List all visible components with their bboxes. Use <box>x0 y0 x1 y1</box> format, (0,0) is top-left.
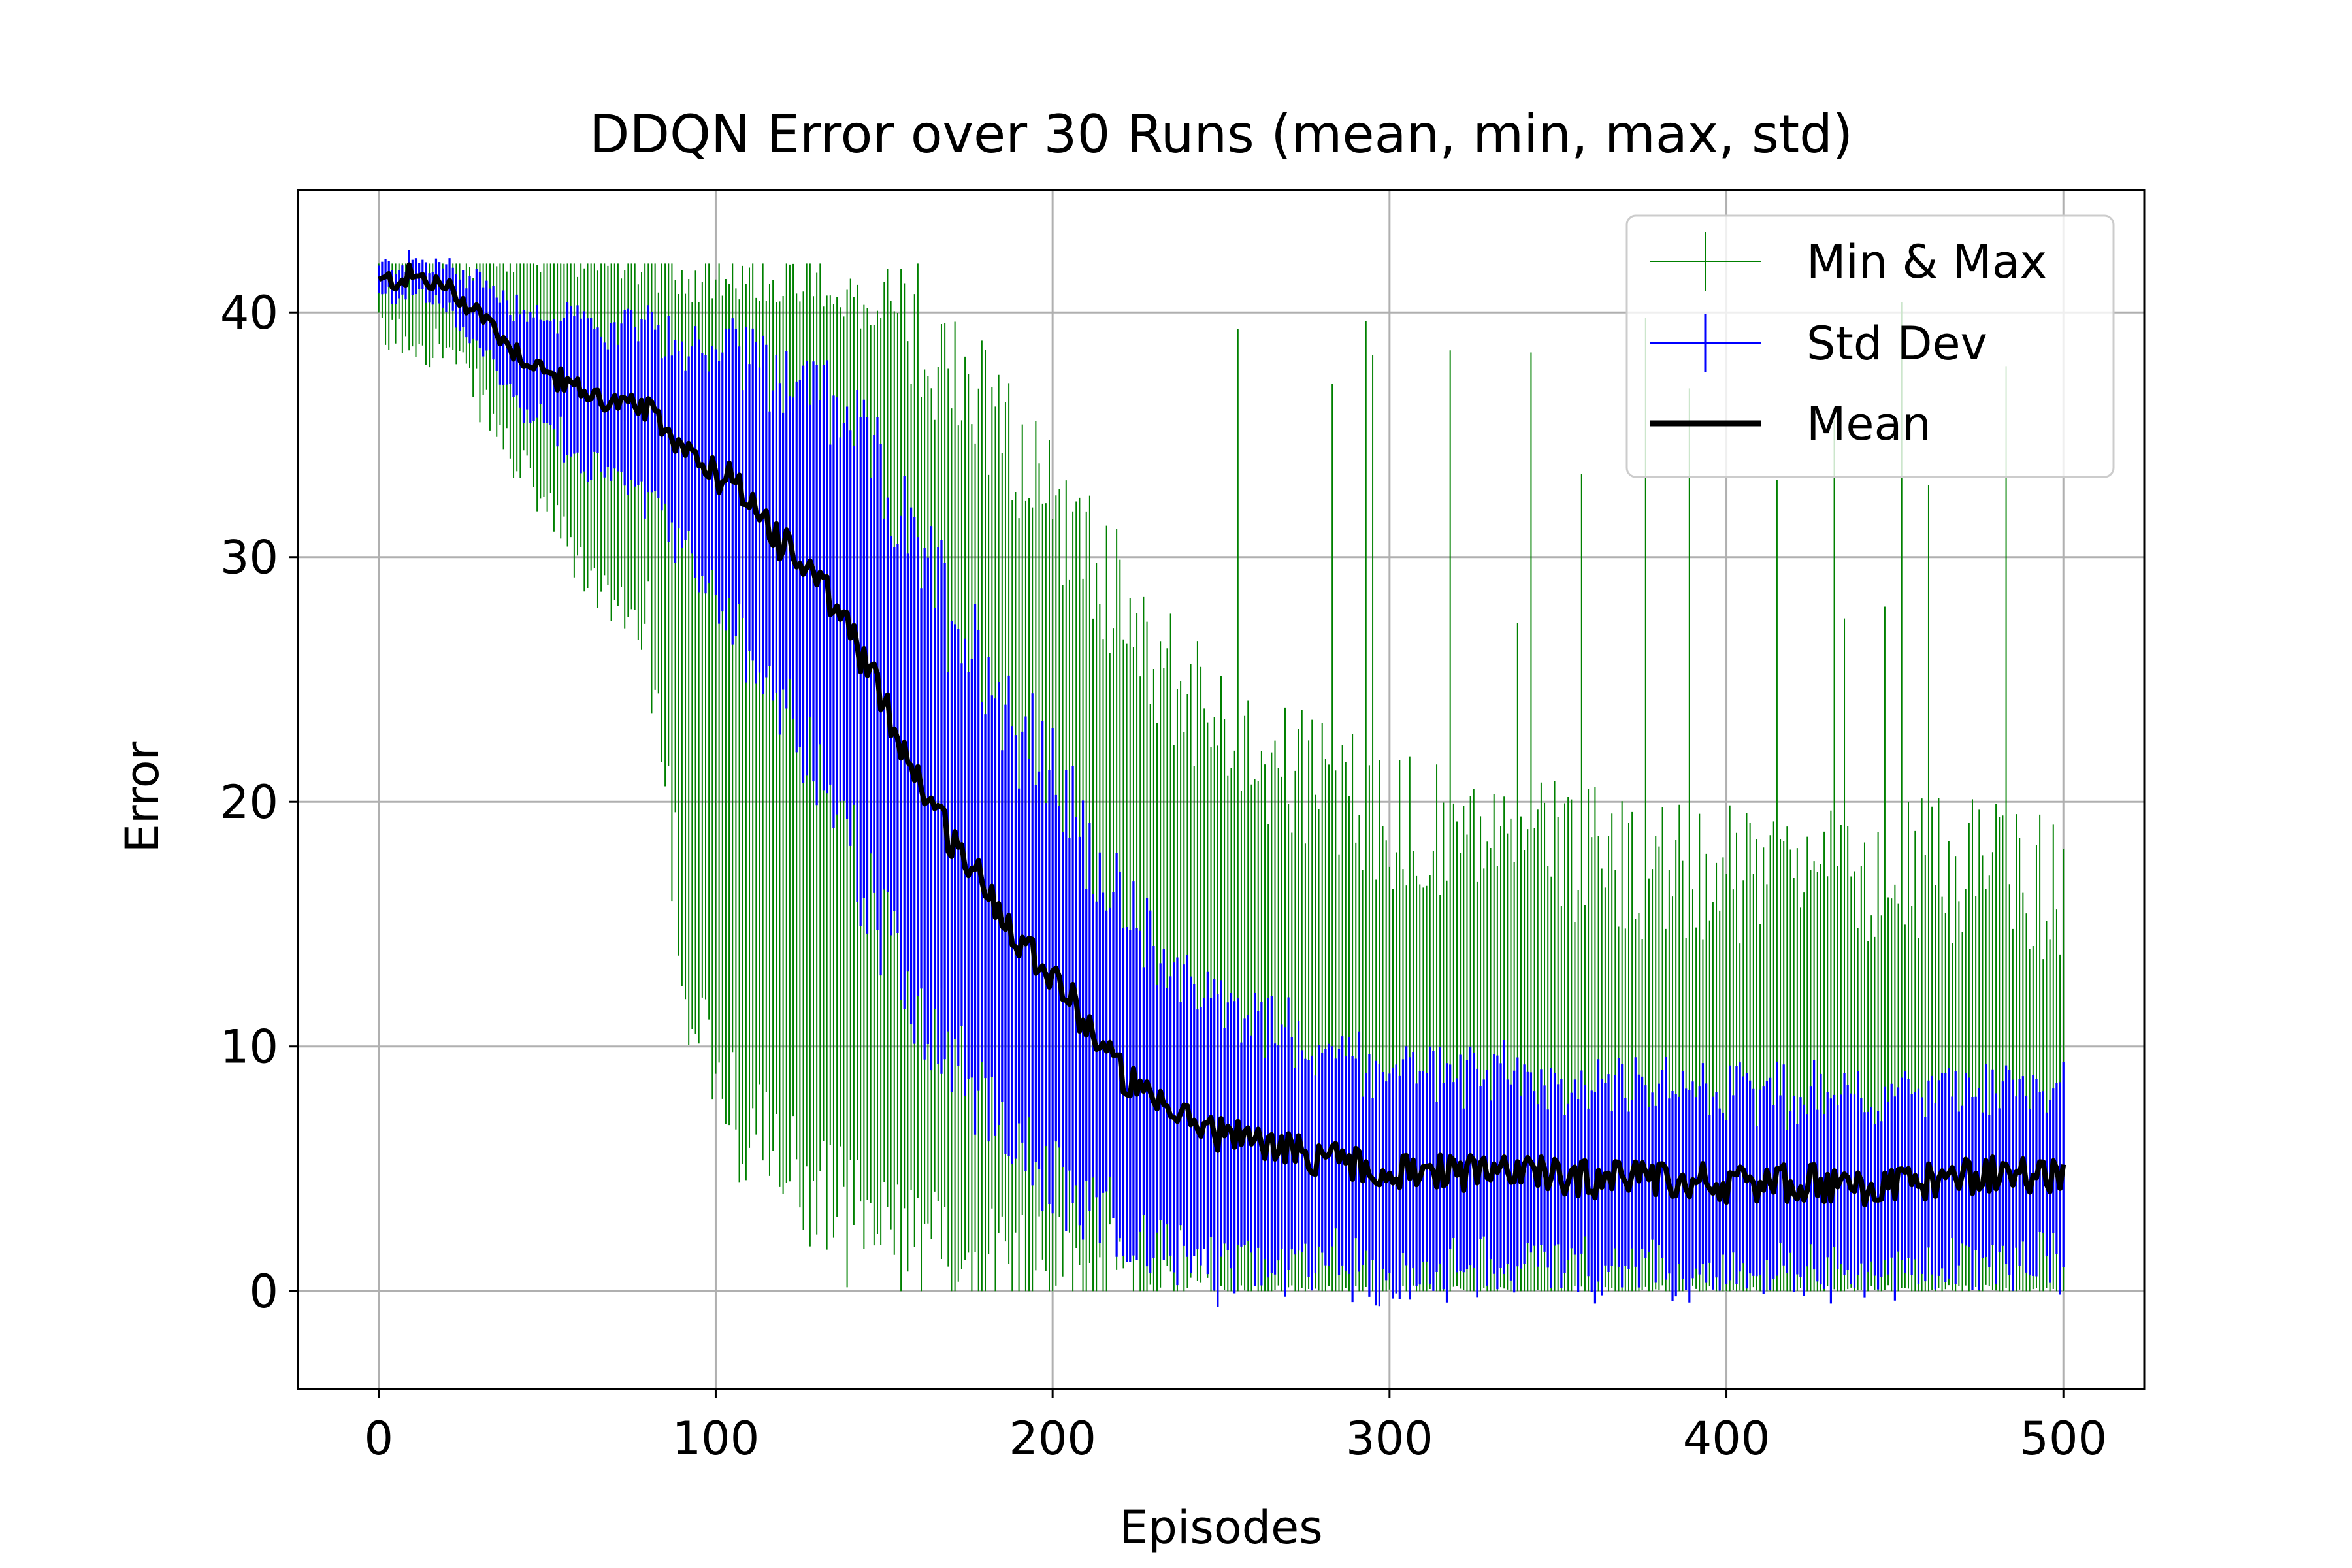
x-tick-label: 500 <box>2019 1412 2107 1465</box>
plot-frame <box>297 189 2146 1390</box>
y-tick-label: 10 <box>220 1021 278 1074</box>
y-tick-label: 0 <box>249 1265 278 1318</box>
legend-std-label: Std Dev <box>1806 317 1987 370</box>
x-tick-label: 400 <box>1683 1412 1771 1465</box>
mean-line <box>378 262 2066 1207</box>
y-tick-label: 20 <box>220 776 278 829</box>
x-axis-label: Episodes <box>1119 1501 1322 1554</box>
x-tick-label: 0 <box>364 1412 393 1465</box>
x-axis-ticks: 0 100 200 300 400 500 <box>364 1389 2107 1465</box>
legend-mean-label: Mean <box>1806 397 1931 451</box>
chart-title: DDQN Error over 30 Runs (mean, min, max,… <box>589 104 1853 165</box>
y-axis-ticks: 0 10 20 30 40 <box>220 286 298 1318</box>
y-tick-label: 30 <box>220 531 278 585</box>
legend: Min & Max Std Dev Mean <box>1625 214 2115 478</box>
x-tick-label: 100 <box>672 1412 760 1465</box>
x-tick-label: 300 <box>1346 1412 1433 1465</box>
legend-box <box>1625 214 2115 478</box>
y-axis-label: Error <box>116 741 169 853</box>
mean-series <box>378 262 2066 1207</box>
x-tick-label: 200 <box>1009 1412 1096 1465</box>
legend-minmax-label: Min & Max <box>1806 235 2047 289</box>
y-tick-label: 40 <box>220 286 278 340</box>
